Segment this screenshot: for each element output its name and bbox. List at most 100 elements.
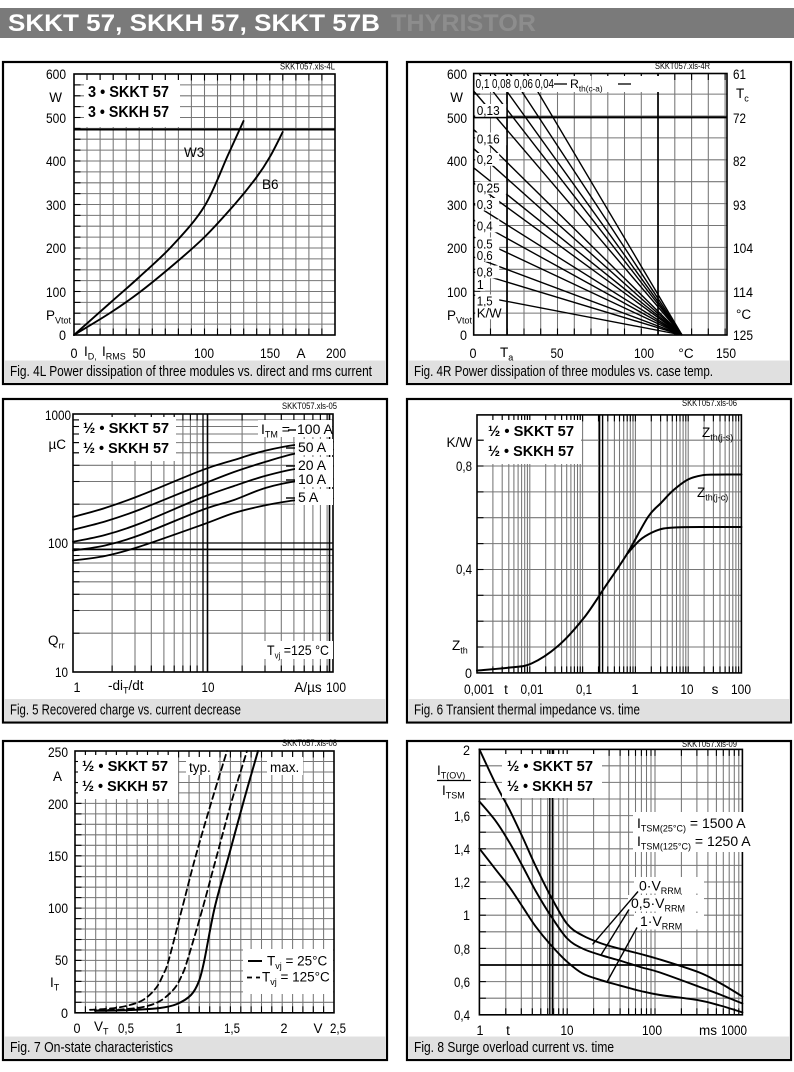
svg-text:200: 200	[46, 241, 66, 256]
svg-text:600: 600	[46, 67, 66, 82]
svg-text:600: 600	[447, 67, 467, 82]
svg-text:1,5: 1,5	[224, 1021, 240, 1036]
svg-text:Fig. 4L Power dissipation of t: Fig. 4L Power dissipation of three modul…	[10, 363, 373, 380]
svg-text:A: A	[53, 769, 62, 784]
svg-text:½ • SKKT 57: ½ • SKKT 57	[507, 758, 593, 775]
svg-text:0,4: 0,4	[456, 562, 472, 577]
svg-text:100: 100	[46, 285, 66, 300]
svg-text:0,3: 0,3	[477, 197, 493, 212]
svg-text:Fig. 4R Power dissipation of t: Fig. 4R Power dissipation of three modul…	[414, 363, 713, 380]
svg-text:0,8: 0,8	[456, 459, 472, 474]
svg-text:2: 2	[463, 743, 470, 758]
svg-text:THYRISTOR: THYRISTOR	[391, 10, 536, 37]
svg-text:114: 114	[733, 285, 753, 300]
svg-text:0,08: 0,08	[492, 76, 511, 91]
svg-text:200: 200	[48, 797, 68, 812]
svg-text:500: 500	[46, 111, 66, 126]
svg-text:0,13: 0,13	[477, 103, 500, 118]
svg-text:500: 500	[447, 111, 467, 126]
svg-text:1000: 1000	[45, 408, 71, 423]
svg-text:s: s	[712, 682, 719, 697]
svg-text:°C: °C	[736, 307, 751, 322]
svg-text:82: 82	[733, 154, 746, 169]
svg-text:10: 10	[561, 1023, 574, 1038]
svg-text:400: 400	[46, 154, 66, 169]
svg-text:1: 1	[176, 1021, 183, 1036]
svg-text:K/W: K/W	[447, 435, 473, 450]
svg-text:100: 100	[48, 901, 68, 916]
svg-text:Tvj =125 °C: Tvj =125 °C	[267, 642, 329, 661]
svg-text:SKKT057.xls-05: SKKT057.xls-05	[282, 401, 337, 412]
svg-text:ms: ms	[699, 1023, 717, 1038]
svg-text:SKKT 57, SKKH 57, SKKT 57B: SKKT 57, SKKH 57, SKKT 57B	[8, 10, 380, 37]
svg-text:Fig. 7 On-state characteristic: Fig. 7 On-state characteristics	[10, 1039, 173, 1056]
svg-text:0,4: 0,4	[477, 219, 493, 234]
svg-text:-diT/dt: -diT/dt	[108, 678, 144, 696]
svg-text:0,6: 0,6	[454, 975, 470, 990]
svg-text:0,5: 0,5	[118, 1021, 134, 1036]
svg-text:10 A: 10 A	[298, 471, 327, 487]
svg-text:½ • SKKH 57: ½ • SKKH 57	[83, 440, 169, 457]
svg-text:Fig. 6 Transient thermal imped: Fig. 6 Transient thermal impedance vs. t…	[414, 702, 640, 719]
svg-text:10: 10	[55, 665, 68, 680]
svg-text:SKKT057.xls-4R: SKKT057.xls-4R	[655, 61, 710, 72]
svg-text:0,1: 0,1	[576, 682, 592, 697]
svg-text:W: W	[49, 90, 62, 105]
svg-text:t: t	[504, 682, 508, 697]
svg-text:50 A: 50 A	[298, 439, 327, 455]
svg-text:10: 10	[681, 682, 694, 697]
svg-text:1000: 1000	[721, 1023, 747, 1038]
svg-text:½ • SKKT 57: ½ • SKKT 57	[488, 423, 574, 440]
svg-text:100: 100	[194, 346, 214, 361]
svg-text:0,5: 0,5	[477, 237, 493, 252]
svg-text:typ.: typ.	[189, 760, 211, 775]
svg-text:Tvj = 125°C: Tvj = 125°C	[262, 970, 330, 988]
svg-text:W3: W3	[184, 145, 204, 160]
svg-text:0,001: 0,001	[464, 682, 494, 697]
svg-text:104: 104	[733, 241, 753, 256]
svg-text:K/W: K/W	[477, 306, 502, 321]
svg-text:125: 125	[733, 328, 753, 343]
svg-text:0: 0	[59, 328, 66, 343]
svg-text:0: 0	[460, 328, 467, 343]
svg-text:2,5: 2,5	[330, 1021, 346, 1036]
svg-text:20 A: 20 A	[298, 457, 327, 473]
svg-text:SKKT057.xls-06: SKKT057.xls-06	[682, 398, 737, 409]
svg-text:1,4: 1,4	[454, 842, 470, 857]
svg-text:200: 200	[447, 241, 467, 256]
svg-text:150: 150	[48, 849, 68, 864]
svg-text:93: 93	[733, 198, 746, 213]
svg-text:0,8: 0,8	[477, 265, 493, 280]
svg-text:Tvj = 25°C: Tvj = 25°C	[267, 954, 328, 972]
svg-text:Fig. 8 Surge overload current: Fig. 8 Surge overload current vs. time	[414, 1039, 614, 1056]
svg-text:150: 150	[716, 346, 736, 361]
svg-text:100: 100	[326, 680, 346, 695]
svg-text:A: A	[296, 346, 305, 361]
svg-text:200: 200	[326, 346, 346, 361]
svg-text:2: 2	[281, 1021, 288, 1036]
svg-text:½ • SKKH 57: ½ • SKKH 57	[507, 778, 593, 795]
svg-text:300: 300	[46, 198, 66, 213]
svg-text:1: 1	[463, 908, 470, 923]
svg-text:100 A: 100 A	[297, 421, 333, 437]
svg-text:Fig. 5 Recovered charge vs. cu: Fig. 5 Recovered charge vs. current decr…	[10, 702, 241, 719]
svg-text:½ • SKKT 57: ½ • SKKT 57	[82, 758, 168, 775]
svg-text:10: 10	[202, 680, 215, 695]
svg-text:B6: B6	[262, 177, 279, 192]
svg-text:400: 400	[447, 154, 467, 169]
svg-text:300: 300	[447, 198, 467, 213]
svg-text:SKKT057.xls-09: SKKT057.xls-09	[682, 739, 737, 750]
svg-text:100: 100	[731, 682, 751, 697]
svg-text:100: 100	[447, 285, 467, 300]
svg-text:0: 0	[470, 346, 477, 361]
svg-text:5 A: 5 A	[298, 489, 319, 505]
svg-text:1,2: 1,2	[454, 875, 470, 890]
svg-text:A/µs: A/µs	[294, 680, 322, 695]
svg-text:3 • SKKT 57: 3 • SKKT 57	[88, 84, 169, 101]
svg-text:72: 72	[733, 111, 746, 126]
svg-text:0: 0	[71, 346, 78, 361]
svg-text:50: 50	[551, 346, 564, 361]
svg-text:1,5: 1,5	[477, 294, 493, 309]
svg-text:3 • SKKH 57: 3 • SKKH 57	[88, 104, 169, 121]
svg-text:0,1: 0,1	[476, 76, 490, 91]
